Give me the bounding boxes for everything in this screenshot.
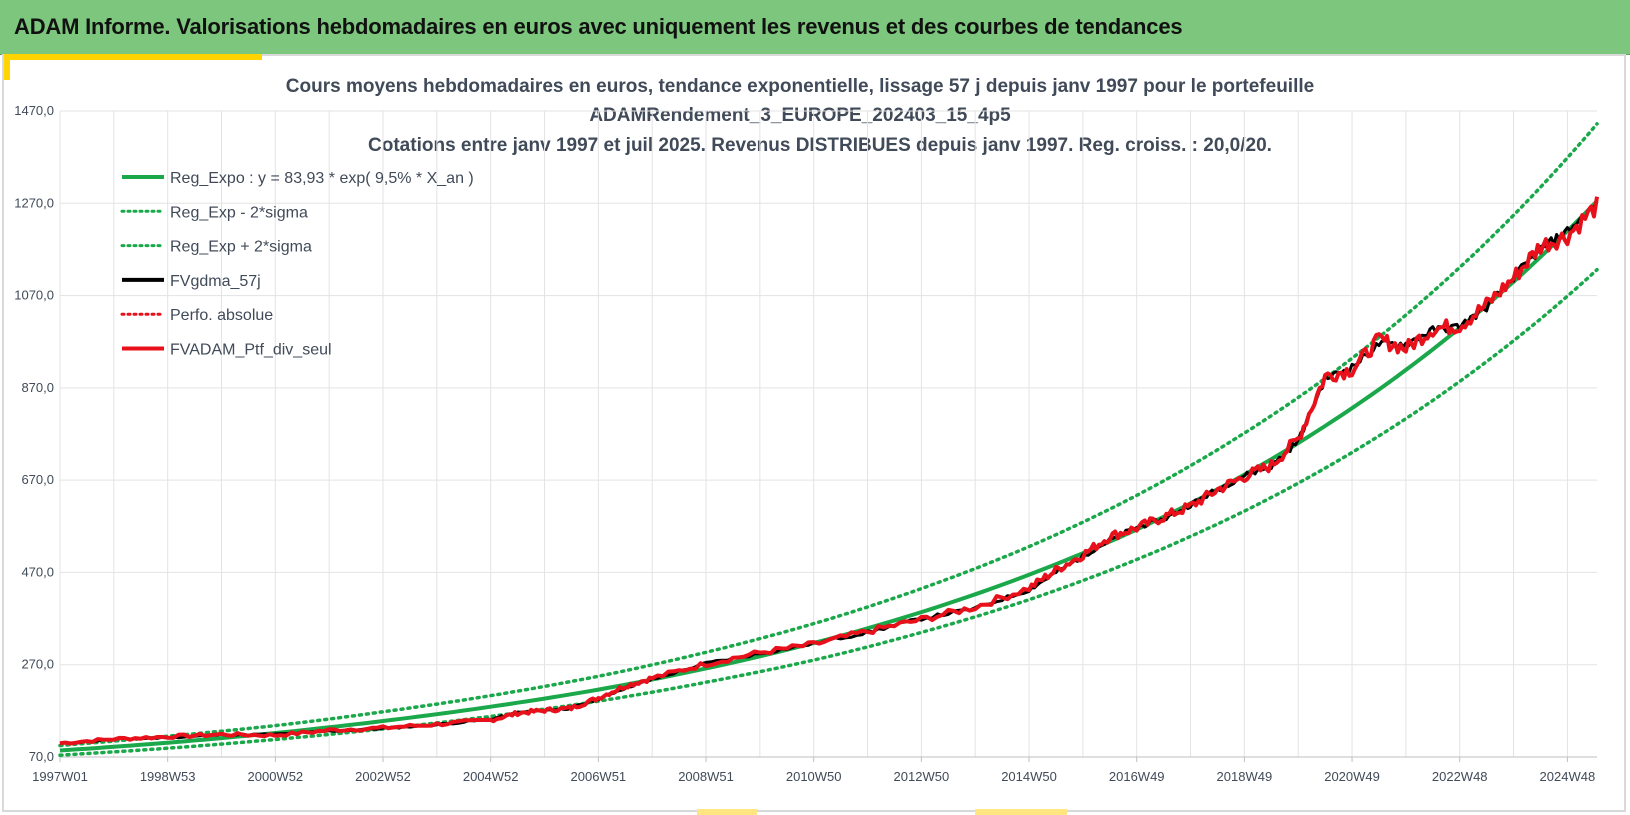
bottom-accent-bar-2 [975,809,1067,815]
y-tick-label: 1070,0 [14,288,54,303]
x-tick-label: 2010W50 [786,769,842,784]
legend-label: FVADAM_Ptf_div_seul [170,342,332,359]
y-tick-label: 270,0 [21,657,54,672]
chart-title-line-1: Cours moyens hebdomadaires en euros, ten… [286,76,1314,97]
x-tick-label: 2012W50 [894,769,950,784]
x-tick-label: 2018W49 [1217,769,1273,784]
axes: 70,0 270,0 470,0 670,0 870,0 1070,0 1270,0 1470… [14,103,1597,784]
series-reg-exp-plus-2sigma [58,122,1599,748]
series-reg-exp-minus-2sigma [58,267,1599,757]
x-tick-label: 2006W51 [571,769,627,784]
accent-bar-vertical [4,54,10,80]
x-tick-label: 2002W52 [355,769,411,784]
page-title: ADAM Informe. Valorisations hebdomadaire… [14,14,1183,39]
y-tick-label: 670,0 [21,472,54,487]
series-fvgdma-57j [59,200,1599,745]
x-tick-label: 1998W53 [140,769,196,784]
x-tick-label: 1997W01 [32,769,88,784]
chart-title-line-2: ADAMRendement_3_EUROPE_202403_15_4p5 [589,105,1011,126]
x-tick-label: 2024W48 [1540,769,1596,784]
legend-label: Reg_Expo : y = 83,93 * exp( 9,5% * X_an … [170,170,474,187]
header-banner: ADAM Informe. Valorisations hebdomadaire… [0,0,1630,55]
y-tick-label: 70,0 [29,749,54,764]
x-tick-label: 2016W49 [1109,769,1165,784]
chart-title-line-3: Cotations entre janv 1997 et juil 2025. … [368,135,1272,156]
chart-frame [2,54,1626,812]
series-fvadam-ptf-div-seul [59,196,1599,746]
legend-label: Reg_Exp + 2*sigma [170,239,312,256]
accent-bar [4,54,262,60]
x-tick-label: 2020W49 [1324,769,1380,784]
x-tick-label: 2008W51 [678,769,734,784]
legend: Reg_Expo : y = 83,93 * exp( 9,5% * X_an … [120,170,474,359]
x-tick-label: 2000W52 [248,769,304,784]
grid [59,110,1597,758]
legend-label: Perfo. absolue [170,307,273,324]
y-tick-label: 470,0 [21,564,54,579]
legend-label: FVgdma_57j [170,273,261,290]
y-tick-label: 1470,0 [14,103,54,118]
x-tick-label: 2022W48 [1432,769,1488,784]
x-tick-label: 2014W50 [1001,769,1057,784]
bottom-accent-bar-1 [697,809,757,815]
series-reg-expo [59,199,1599,753]
legend-label: Reg_Exp - 2*sigma [170,204,308,221]
y-tick-label: 1270,0 [14,195,54,210]
y-tick-label: 870,0 [21,380,54,395]
x-tick-label: 2004W52 [463,769,519,784]
plot-area [58,122,1599,757]
